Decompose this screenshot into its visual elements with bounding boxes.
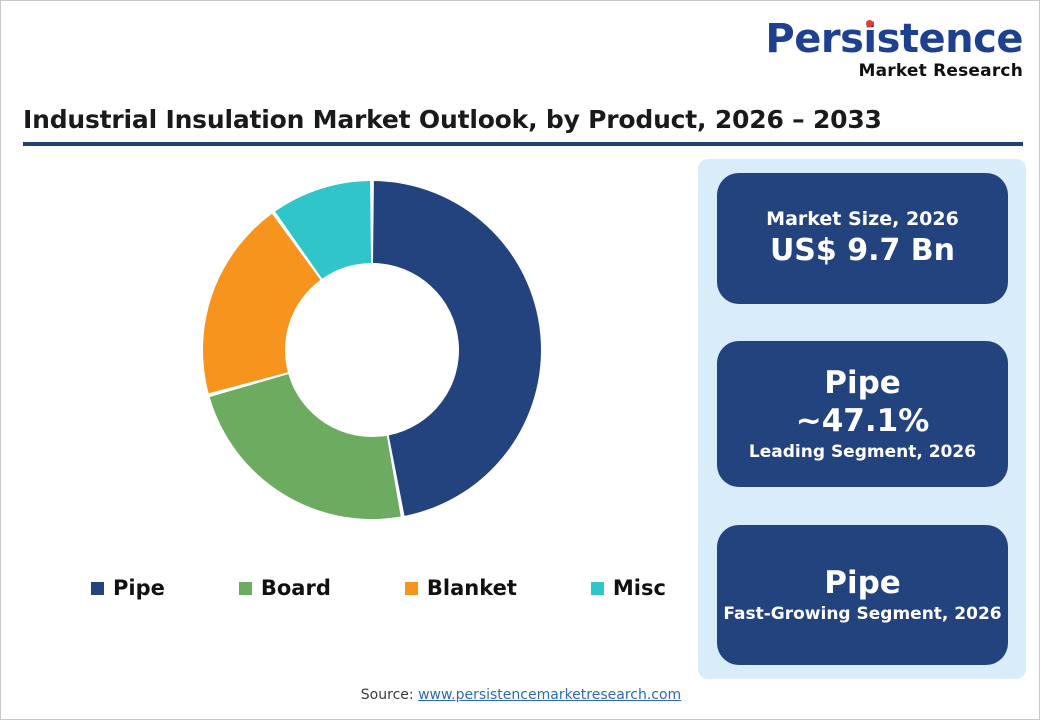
page-title: Industrial Insulation Market Outlook, by…: [23, 105, 882, 134]
donut-slice-board[interactable]: [209, 374, 401, 519]
donut-slice-misc[interactable]: [275, 181, 372, 279]
donut-chart: [19, 161, 679, 561]
donut-slices: [203, 181, 542, 519]
stat-card-fast-growing-segment: Pipe Fast-Growing Segment, 2026: [717, 525, 1008, 665]
title-divider: [23, 142, 1023, 146]
stat-card-market-size: Market Size, 2026 US$ 9.7 Bn: [717, 173, 1008, 304]
chart-legend: Pipe Board Blanket Misc: [91, 576, 666, 600]
logo-tagline: Market Research: [858, 61, 1023, 81]
market-size-label: Market Size, 2026: [766, 207, 959, 230]
legend-swatch-board: [238, 581, 252, 595]
source-prefix: Source:: [360, 687, 419, 703]
leading-segment-label: Leading Segment, 2026: [748, 441, 977, 462]
company-logo: Persistence Market Research: [765, 19, 1023, 80]
legend-label-pipe: Pipe: [113, 576, 165, 600]
fast-growing-segment-name: Pipe: [824, 565, 901, 602]
source-link[interactable]: www.persistencemarketresearch.com: [418, 687, 682, 703]
legend-item-misc[interactable]: Misc: [590, 576, 666, 600]
legend-swatch-blanket: [404, 581, 418, 595]
leading-segment-share: ~47.1%: [795, 402, 930, 439]
stat-card-leading-segment: Pipe ~47.1% Leading Segment, 2026: [717, 341, 1008, 487]
donut-slice-blanket[interactable]: [203, 213, 321, 394]
market-size-value: US$ 9.7 Bn: [769, 232, 956, 268]
legend-swatch-misc: [590, 581, 604, 595]
donut-chart-svg: [203, 181, 542, 519]
stats-panel: Market Size, 2026 US$ 9.7 Bn Pipe ~47.1%…: [698, 159, 1026, 679]
legend-label-blanket: Blanket: [426, 576, 517, 600]
legend-label-misc: Misc: [612, 576, 666, 600]
title-block: Industrial Insulation Market Outlook, by…: [23, 105, 1023, 146]
legend-label-board: Board: [260, 576, 331, 600]
donut-slice-pipe[interactable]: [372, 181, 542, 516]
fast-growing-segment-label: Fast-Growing Segment, 2026: [723, 603, 1002, 624]
legend-item-pipe[interactable]: Pipe: [91, 576, 165, 600]
legend-swatch-pipe: [91, 581, 104, 595]
source-line: Source: www.persistencemarketresearch.co…: [1, 687, 1039, 703]
logo-brand-label: Persistence: [765, 16, 1023, 62]
leading-segment-name: Pipe: [824, 365, 901, 402]
legend-item-blanket[interactable]: Blanket: [404, 576, 517, 600]
logo-brand-text: Persistence: [765, 19, 1023, 59]
logo-dot-icon: [866, 20, 874, 27]
legend-item-board[interactable]: Board: [238, 576, 331, 600]
